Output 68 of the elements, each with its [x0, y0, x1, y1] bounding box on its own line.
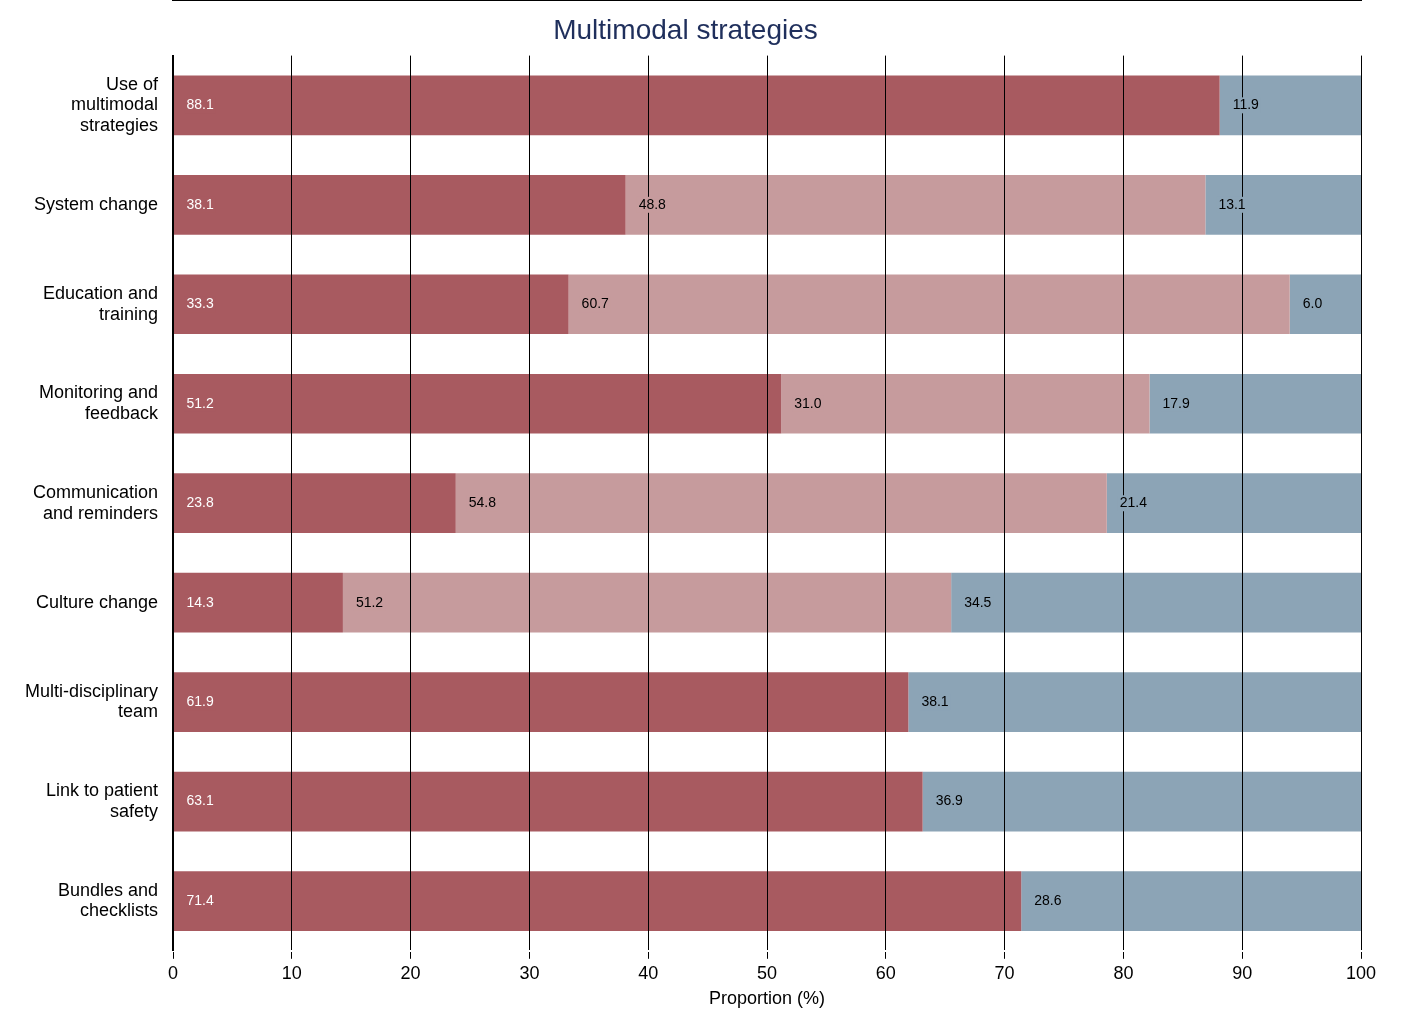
data-label: 21.4	[1119, 494, 1148, 511]
bar	[781, 373, 1150, 434]
data-label: 61.9	[186, 692, 214, 709]
x-tick-label: 100	[1345, 962, 1377, 983]
x-tick-label: 70	[994, 962, 1015, 983]
bar	[173, 871, 1022, 931]
x-tick-label: 30	[519, 962, 540, 983]
bar	[568, 274, 1290, 335]
bar	[1149, 373, 1361, 434]
y-tick-label: System change	[33, 193, 159, 214]
y-tick-label: Use of multimodal strategies	[71, 73, 160, 135]
data-label: 51.2	[355, 593, 384, 610]
y-tick-label: Education and training	[42, 282, 159, 324]
bar	[1205, 174, 1361, 235]
bar	[455, 473, 1107, 534]
bar	[951, 572, 1361, 633]
data-label: 60.7	[581, 295, 610, 312]
x-tick-label: 80	[1113, 962, 1134, 983]
y-tick-label: Bundles and checklists	[57, 879, 159, 921]
data-label: 48.8	[638, 195, 667, 212]
bar	[173, 572, 343, 633]
x-tick-label: 60	[875, 962, 896, 983]
x-tick-label: 10	[281, 962, 302, 983]
bar	[1021, 871, 1361, 931]
data-label: 51.2	[186, 394, 214, 411]
x-axis-title: Proportion (%)	[708, 988, 826, 1009]
data-label: 63.1	[186, 792, 214, 809]
data-label: 6.0	[1302, 295, 1323, 312]
x-tick-label: 0	[168, 962, 179, 983]
bar	[173, 174, 626, 235]
bar	[1106, 473, 1361, 534]
bar	[1289, 274, 1361, 335]
chart-title: Multimodal strategies	[553, 13, 818, 45]
bar	[922, 771, 1361, 832]
x-tick-label: 20	[400, 962, 421, 983]
bar	[342, 572, 952, 633]
bar	[908, 672, 1361, 732]
bar	[173, 373, 782, 434]
bar	[173, 672, 909, 732]
bar	[1219, 75, 1361, 136]
x-tick-label: 90	[1232, 962, 1253, 983]
data-label: 88.1	[186, 96, 214, 113]
data-label: 11.9	[1232, 96, 1260, 113]
data-label: 23.8	[186, 494, 214, 511]
bar	[173, 473, 456, 534]
y-tick-label: Communication and reminders	[32, 481, 159, 523]
x-tick-label: 40	[638, 962, 659, 983]
y-tick-label: Multi-disciplinary team	[25, 680, 159, 722]
y-tick-label: Culture change	[35, 591, 159, 612]
data-label: 14.3	[186, 593, 214, 610]
data-label: 28.6	[1034, 891, 1062, 908]
data-label: 34.5	[964, 593, 992, 610]
data-label: 13.1	[1218, 195, 1246, 212]
y-tick-label: Monitoring and feedback	[38, 382, 160, 424]
bar	[625, 174, 1206, 235]
bar	[173, 274, 569, 335]
data-label: 54.8	[468, 494, 497, 511]
data-label: 33.3	[186, 295, 214, 312]
bar	[173, 75, 1220, 136]
data-label: 38.1	[186, 195, 214, 212]
y-tick-label: Link to patient safety	[45, 780, 159, 821]
data-label: 38.1	[921, 692, 949, 709]
data-label: 71.4	[186, 891, 214, 908]
data-label: 31.0	[794, 394, 822, 411]
bar	[173, 771, 923, 832]
data-label: 17.9	[1162, 394, 1190, 411]
x-tick-label: 50	[757, 962, 778, 983]
data-label: 36.9	[935, 792, 964, 809]
